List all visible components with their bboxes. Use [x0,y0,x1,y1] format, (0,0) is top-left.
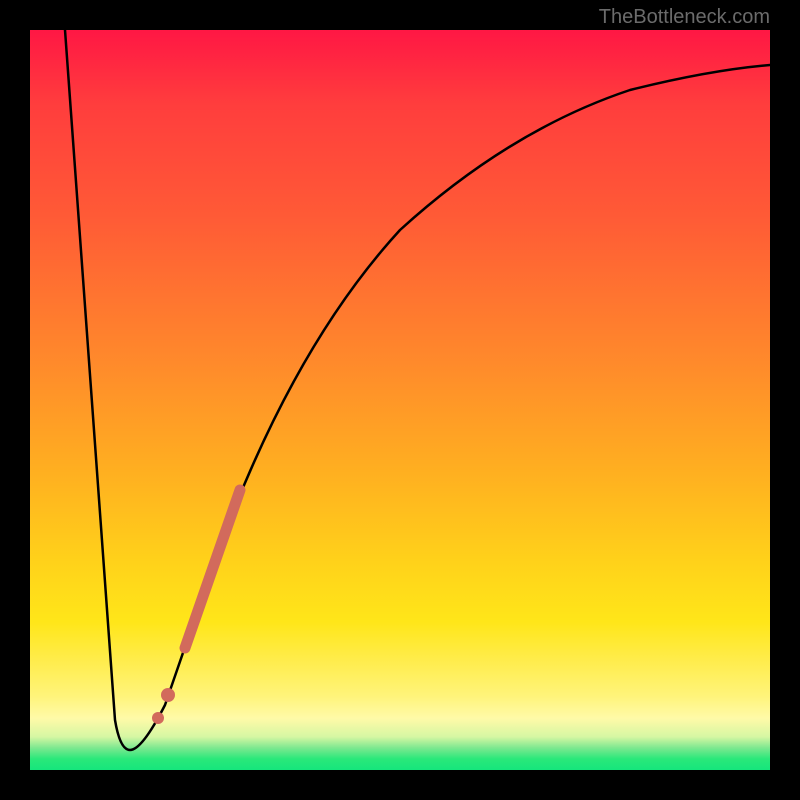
bottleneck-curve [65,30,770,750]
highlight-dot-2 [161,688,175,702]
chart-frame: TheBottleneck.com [0,0,800,800]
curve-layer [30,30,770,770]
highlight-segment [185,490,240,648]
highlight-dot-1 [152,712,164,724]
watermark-text: TheBottleneck.com [599,6,770,29]
plot-area [30,30,770,770]
